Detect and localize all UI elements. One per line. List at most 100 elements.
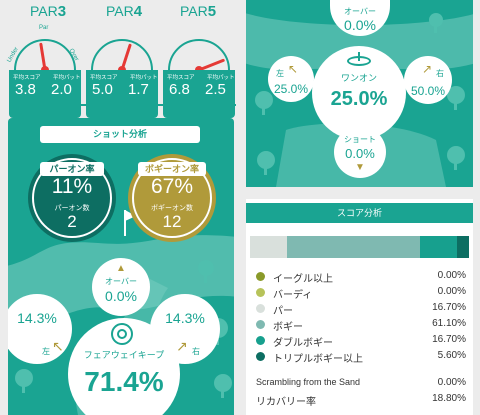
avg-putt-label: 平均パット (130, 75, 158, 81)
row-value: 5.60% (437, 350, 466, 361)
avg-score-label: 平均スコア (13, 75, 41, 81)
par5-stats-box (163, 70, 235, 118)
score-row-par: パー 16.70% (256, 301, 466, 317)
legend-dot (256, 336, 265, 345)
par4-label: PAR4 (106, 3, 143, 20)
shot-over-circle[interactable] (92, 258, 150, 316)
shot-left-circle[interactable] (8, 294, 72, 364)
shot-right-value: 14.3% (165, 310, 205, 326)
row-name: イーグル以上 (273, 274, 333, 285)
green-right-circle[interactable] (404, 56, 452, 104)
bogey-on-value: 67% (150, 175, 194, 198)
par4-needle (120, 43, 132, 72)
shot-analysis-panel: ショット分析 パーオン率 11% パーオン数 2 ボギーオン率 67% ボギーオ… (8, 118, 234, 415)
score-bar-segment (420, 236, 457, 258)
score-row-bogey: ボギー 61.10% (256, 317, 466, 333)
bogey-on-ring (132, 158, 212, 238)
green-right-value: 50.0% (410, 84, 446, 98)
score-row-eagle: イーグル以上 0.00% (256, 269, 466, 285)
score-analysis-title: スコア分析 (246, 203, 473, 223)
bogey-on-label: ボギーオン率 (138, 162, 206, 176)
green-left-circle[interactable] (268, 56, 314, 102)
par3-gauge: Under Par Over 平均スコア 平均パット 3.8 2.0 (6, 22, 81, 118)
bogey-on-count: 12 (162, 212, 182, 231)
score-bar-segment (456, 236, 470, 258)
avg-putt-label: 平均パット (53, 75, 81, 81)
row-name: バーディ (273, 290, 313, 301)
par5-dial (168, 39, 230, 74)
row-value: 0.00% (437, 286, 466, 297)
shot-right-label: 右 (192, 347, 200, 356)
scrambling-label: Scrambling from the Sand (256, 377, 361, 387)
legend-dot (256, 288, 265, 297)
par5-avg-putt: 2.5 (205, 81, 226, 98)
avg-score-label: 平均スコア (90, 75, 118, 81)
par4-gauge: 平均スコア 平均パット 5.0 1.7 (86, 22, 158, 118)
par4-dial (91, 39, 153, 74)
par4-avg-putt: 1.7 (128, 81, 149, 98)
legend-dot (256, 352, 265, 361)
row-name: パー (273, 306, 293, 317)
green-short-circle[interactable] (334, 126, 386, 178)
par-tick: Par (39, 25, 49, 31)
green-short-label: ショート (344, 135, 376, 144)
arrow-up-icon: ▲ (116, 263, 126, 274)
green-short-value: 0.0% (345, 146, 375, 161)
row-name: ダブルボギー (273, 338, 333, 349)
shot-left-label: 左 (42, 347, 50, 356)
par3-avg-putt: 2.0 (51, 81, 72, 98)
arrow-left-icon: ↖ (288, 62, 299, 76)
score-bar-segment (286, 236, 421, 258)
green-analysis-panel: オーバー 0.0% 左 ↖ 25.0% ワンオン 25.0% ↗ 右 50.0%… (246, 0, 473, 187)
avg-score-label: 平均スコア (167, 75, 195, 81)
row-value: 61.10% (432, 318, 466, 329)
one-on-label: ワンオン (340, 73, 377, 83)
recovery-label: リカバリー率 (256, 397, 316, 408)
divider (10, 104, 236, 106)
par4-avg-score: 5.0 (92, 81, 113, 98)
green-left-label: 左 (276, 69, 284, 78)
score-analysis-panel: スコア分析 イーグル以上 0.00% バーディ 0.00% パー 16.70% … (246, 199, 473, 415)
par3-needle (39, 42, 47, 72)
par-on-count-label: パーオン数 (54, 205, 90, 212)
shot-over-value: 0.0% (105, 288, 137, 304)
shot-left-value: 14.3% (17, 310, 57, 326)
green-over-value: 0.0% (344, 17, 376, 33)
fairway-keep-value: 71.4% (84, 366, 164, 397)
row-value: 0.00% (437, 270, 466, 281)
fairway-keep-label: フェアウェイキープ (83, 350, 165, 360)
score-row-birdie: バーディ 0.00% (256, 285, 466, 301)
hole-flag-icon (347, 52, 371, 66)
green-right-label: 右 (436, 69, 444, 78)
shot-analysis-title: ショット分析 (40, 126, 200, 143)
row-value: 16.70% (432, 334, 466, 345)
arrow-down-icon: ▼ (355, 162, 365, 173)
arrow-right-icon: ↗ (422, 62, 433, 76)
par-on-label: パーオン率 (40, 162, 104, 176)
green-over-label: オーバー (344, 7, 376, 16)
bogey-on-count-label: ボギーオン数 (151, 205, 193, 212)
par5-label: PAR5 (180, 3, 217, 20)
avg-putt-label: 平均パット (207, 75, 235, 81)
legend-dot (256, 320, 265, 329)
arrow-left-icon: ↖ (52, 338, 64, 354)
one-on-value: 25.0% (330, 88, 388, 110)
score-row-double-bogey: ダブルボギー 16.70% (256, 333, 466, 349)
par5-needle (197, 58, 225, 72)
score-row-triple-bogey: トリプルボギー以上 5.60% (256, 349, 466, 365)
score-bar-segment (250, 236, 287, 258)
par-on-count: 2 (67, 212, 77, 231)
recovery-value: 18.80% (432, 393, 466, 404)
arrow-right-icon: ↗ (176, 338, 188, 354)
par3-stats-box (9, 70, 81, 118)
par-on-value: 11% (51, 175, 93, 198)
legend-dot (256, 304, 265, 313)
par3-avg-score: 3.8 (15, 81, 36, 98)
green-left-value: 25.0% (273, 82, 309, 96)
scrambling-row: Scrambling from the Sand 0.00% (256, 376, 466, 392)
row-value: 16.70% (432, 302, 466, 313)
par3-label: PAR3 (30, 3, 67, 20)
recovery-row: リカバリー率 18.80% (256, 392, 466, 408)
row-name: ボギー (273, 322, 303, 333)
scrambling-value: 0.00% (437, 377, 466, 388)
